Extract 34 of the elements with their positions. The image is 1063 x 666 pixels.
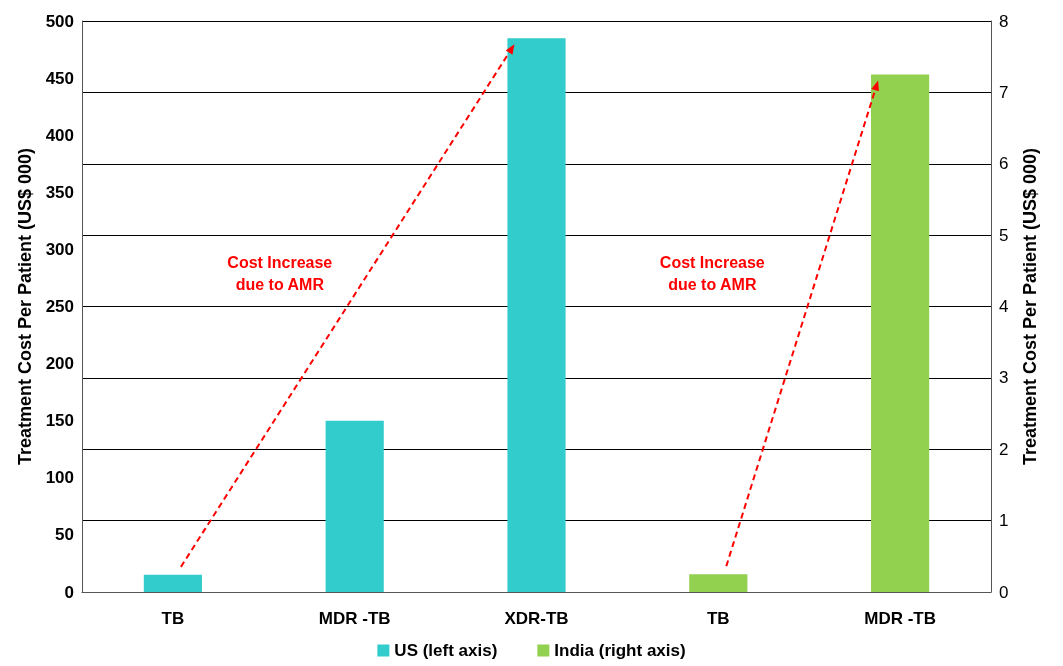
y-tick-label: 300 <box>45 239 74 259</box>
y-axis-title: Treatment Cost Per Patient (US$ 000) <box>15 147 35 466</box>
y-tick-label: 150 <box>45 411 74 431</box>
y2-tick-label: 2 <box>999 439 1009 459</box>
legend-label: India (right axis) <box>554 641 686 660</box>
y2-tick-label: 5 <box>999 225 1009 245</box>
y-tick-label: 250 <box>45 297 74 316</box>
x-tick-label: MDR -TB <box>318 609 391 628</box>
annotation: Cost Increase due to AMR <box>227 254 333 293</box>
y-tick-label: 200 <box>45 354 74 374</box>
y-tick-label: 50 <box>55 525 74 545</box>
x-tick-label: TB <box>161 609 185 628</box>
y2-tick-label: 1 <box>999 511 1009 531</box>
x-tick-label: TB <box>706 609 730 628</box>
annotation: Cost Increase due to AMR <box>659 254 765 293</box>
bar <box>507 38 566 592</box>
x-tick-label: XDR-TB <box>504 609 569 628</box>
y2-tick-label: 7 <box>999 82 1009 102</box>
bar <box>325 420 384 592</box>
y2-tick-label: 6 <box>999 154 1009 174</box>
y-tick-label: 500 <box>45 11 74 31</box>
y2-tick-label: 3 <box>999 368 1009 388</box>
x-tick-label: MDR -TB <box>864 609 936 628</box>
y2-tick-label: 0 <box>999 582 1009 602</box>
bar <box>143 574 202 592</box>
y-tick-label: 100 <box>45 468 74 488</box>
y2-tick-label: 4 <box>999 297 1009 316</box>
y2-axis-title: Treatment Cost Per Patient (US$ 000) <box>1020 147 1040 466</box>
legend-label: US (left axis) <box>394 641 498 660</box>
y-tick-label: 0 <box>64 582 74 602</box>
y-tick-label: 400 <box>45 125 74 145</box>
y-tick-label: 350 <box>45 182 74 202</box>
y-tick-label: 450 <box>45 68 74 88</box>
y2-tick-label: 8 <box>999 11 1009 31</box>
